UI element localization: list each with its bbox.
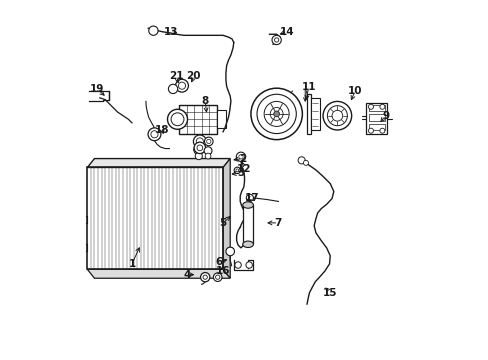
- Bar: [310, 98, 319, 130]
- Text: 21: 21: [169, 71, 183, 81]
- Bar: [306, 94, 310, 134]
- Circle shape: [331, 111, 342, 121]
- Bar: [179, 105, 216, 134]
- Circle shape: [264, 102, 288, 126]
- Text: 8: 8: [201, 96, 208, 107]
- Circle shape: [203, 147, 212, 155]
- Circle shape: [171, 113, 183, 126]
- Circle shape: [168, 84, 177, 94]
- Text: 10: 10: [347, 86, 362, 96]
- Circle shape: [175, 79, 188, 92]
- Circle shape: [148, 128, 161, 141]
- Circle shape: [238, 155, 243, 159]
- Circle shape: [197, 145, 203, 151]
- Text: 17: 17: [244, 193, 259, 203]
- Circle shape: [194, 142, 205, 154]
- Text: 16: 16: [215, 266, 230, 276]
- Circle shape: [273, 111, 279, 117]
- Text: 20: 20: [186, 71, 201, 81]
- Circle shape: [206, 139, 210, 144]
- Text: 3: 3: [237, 168, 244, 178]
- Text: 18: 18: [155, 125, 169, 135]
- Circle shape: [246, 194, 253, 202]
- Bar: [365, 103, 386, 134]
- Text: 15: 15: [322, 288, 337, 297]
- Circle shape: [257, 94, 296, 134]
- Circle shape: [167, 109, 187, 129]
- Text: 6: 6: [215, 257, 223, 267]
- Text: 12: 12: [237, 164, 251, 174]
- Circle shape: [367, 128, 373, 133]
- Circle shape: [274, 38, 278, 42]
- Bar: [368, 114, 384, 121]
- Circle shape: [234, 167, 240, 174]
- Text: 11: 11: [301, 82, 315, 92]
- Circle shape: [205, 149, 211, 154]
- Text: 14: 14: [280, 27, 294, 37]
- Ellipse shape: [242, 241, 253, 248]
- Circle shape: [204, 137, 213, 146]
- Circle shape: [298, 157, 305, 164]
- Circle shape: [195, 153, 202, 159]
- Bar: [216, 111, 225, 128]
- Ellipse shape: [242, 202, 253, 208]
- Circle shape: [250, 88, 302, 140]
- Circle shape: [178, 82, 185, 89]
- Text: 1: 1: [128, 259, 135, 269]
- Circle shape: [148, 26, 158, 35]
- Circle shape: [379, 104, 384, 109]
- Circle shape: [323, 102, 351, 130]
- Circle shape: [235, 169, 238, 172]
- Circle shape: [225, 247, 234, 256]
- Circle shape: [203, 275, 207, 279]
- Circle shape: [379, 128, 384, 133]
- Circle shape: [205, 153, 210, 159]
- Text: 2: 2: [239, 154, 246, 163]
- Circle shape: [326, 106, 346, 126]
- Polygon shape: [87, 158, 230, 167]
- Bar: [368, 105, 384, 111]
- Circle shape: [193, 145, 203, 155]
- Polygon shape: [87, 269, 230, 278]
- Bar: [87, 167, 223, 269]
- Circle shape: [234, 262, 241, 268]
- Text: 5: 5: [219, 218, 226, 228]
- Text: 13: 13: [163, 27, 178, 37]
- Circle shape: [271, 35, 281, 45]
- Bar: [368, 123, 384, 130]
- Circle shape: [215, 275, 220, 279]
- Text: 19: 19: [90, 84, 104, 94]
- Circle shape: [196, 138, 203, 145]
- Circle shape: [303, 160, 308, 165]
- Text: 9: 9: [381, 111, 388, 121]
- Circle shape: [151, 131, 158, 138]
- Circle shape: [200, 273, 209, 282]
- Bar: [242, 205, 253, 244]
- Circle shape: [367, 104, 373, 109]
- Circle shape: [270, 108, 283, 120]
- Circle shape: [245, 262, 252, 268]
- Circle shape: [236, 152, 245, 161]
- Text: 7: 7: [274, 218, 282, 228]
- Polygon shape: [223, 158, 230, 278]
- Text: 4: 4: [183, 270, 191, 280]
- Circle shape: [193, 135, 206, 148]
- Circle shape: [213, 273, 222, 282]
